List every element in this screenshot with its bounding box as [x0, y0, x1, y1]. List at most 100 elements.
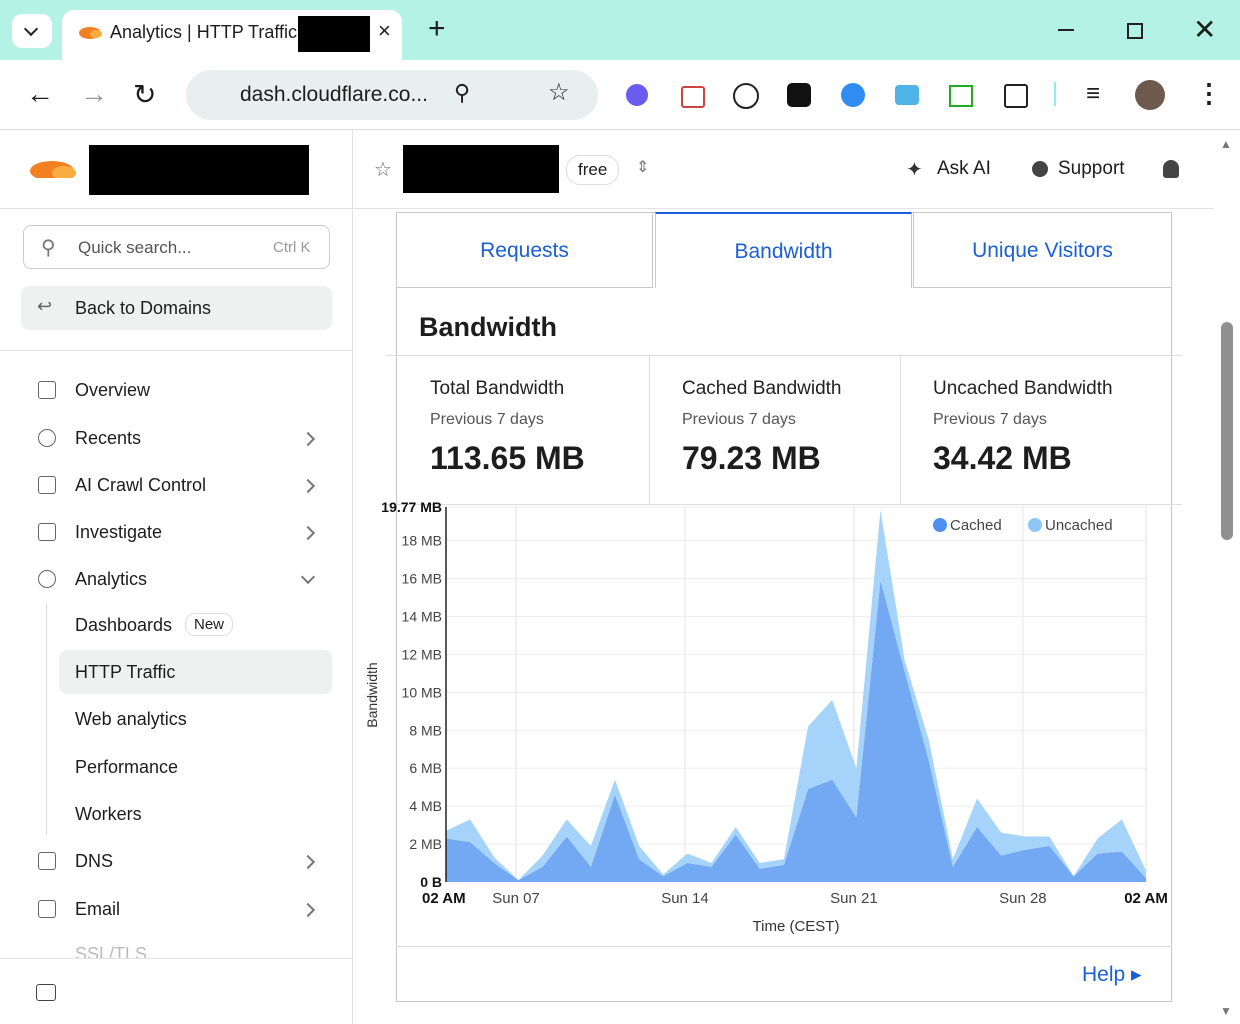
media[interactable]: ≡ — [1086, 80, 1101, 107]
nav-icon — [38, 429, 56, 447]
redaction — [403, 145, 559, 193]
nav-item[interactable]: Performance — [75, 757, 179, 777]
nav-item[interactable]: Overview — [75, 380, 151, 400]
nav-item[interactable]: HTTP Traffic — [75, 662, 176, 682]
x-tick-label: 02 AM — [1124, 890, 1168, 907]
ask-ai[interactable]: Ask AI — [937, 158, 991, 179]
stat-period: Previous 7 days — [933, 411, 1047, 428]
extension[interactable] — [626, 84, 648, 106]
profile[interactable] — [1135, 80, 1165, 110]
switcher[interactable]: ⇕ — [636, 159, 650, 176]
panel-title: Bandwidth — [419, 312, 557, 342]
nav-item[interactable]: Analytics — [75, 569, 148, 589]
forward[interactable]: → — [80, 78, 108, 109]
menu[interactable]: ⋮ — [1196, 78, 1222, 108]
extension[interactable] — [681, 86, 705, 108]
nav-icon — [38, 523, 56, 541]
y-tick-label: 2 MB — [409, 836, 442, 852]
x-tick-label: Sun 28 — [999, 890, 1047, 907]
tab[interactable]: Requests — [396, 212, 653, 288]
extension[interactable] — [895, 85, 919, 105]
nav-item[interactable]: SSL/TLS — [75, 944, 148, 958]
legend-marker — [933, 518, 947, 532]
extensions[interactable] — [1004, 84, 1028, 108]
active-tab[interactable]: Analytics | HTTP Traffic | × — [62, 10, 402, 62]
maximize[interactable] — [1127, 23, 1143, 39]
clip: SSL/TLS — [0, 944, 352, 958]
legend-marker — [1028, 518, 1042, 532]
extension[interactable] — [949, 85, 973, 107]
divider — [353, 208, 1214, 209]
chevron — [300, 854, 316, 870]
tab-close[interactable]: × — [378, 18, 391, 43]
extension[interactable] — [733, 83, 759, 109]
extension[interactable] — [787, 83, 811, 107]
redaction — [298, 16, 370, 52]
chevron — [300, 902, 316, 918]
divider — [386, 504, 1182, 505]
scroll-up[interactable]: ▲ — [1220, 137, 1232, 151]
redaction — [89, 145, 309, 195]
nav-item[interactable]: Email — [75, 899, 121, 919]
divider — [0, 208, 352, 209]
divider — [0, 350, 352, 351]
nav-item[interactable]: AI Crawl Control — [75, 475, 207, 495]
y-tick-label: 6 MB — [409, 760, 442, 776]
nav-item[interactable]: Recents — [75, 428, 142, 448]
nav-item[interactable]: Workers — [75, 804, 142, 824]
url: dash.cloudflare.co... — [240, 83, 428, 106]
new-tab[interactable]: + — [428, 12, 446, 45]
bookmark[interactable]: ☆ — [548, 79, 570, 106]
y-axis-label: Bandwidth — [364, 662, 380, 727]
favorite[interactable]: ☆ — [374, 159, 392, 181]
divider — [396, 946, 1172, 947]
x-tick-label: 02 AM — [422, 890, 466, 907]
tab-title: Analytics | HTTP Traffic | — [110, 22, 307, 42]
search-placeholder: Quick search... — [78, 238, 192, 257]
divider — [0, 129, 1240, 130]
y-tick-label: 16 MB — [402, 571, 442, 587]
address-bar[interactable]: dash.cloudflare.co... ⚲ ☆ — [186, 70, 598, 120]
scroll-down[interactable]: ▼ — [1220, 1004, 1232, 1018]
divider — [386, 355, 1182, 356]
support[interactable]: Support — [1058, 158, 1125, 179]
y-tick-label: 19.77 MB — [381, 499, 442, 515]
y-tick-label: 8 MB — [409, 722, 442, 738]
nav-item[interactable]: DNS — [75, 851, 114, 871]
x-tick-label: Sun 07 — [492, 890, 540, 907]
nav-icon — [38, 900, 56, 918]
y-tick-label: 14 MB — [402, 608, 442, 624]
scrollbar-thumb[interactable] — [1221, 322, 1233, 540]
nav-item[interactable]: Investigate — [75, 522, 163, 542]
extension[interactable] — [841, 83, 865, 107]
help-link[interactable]: Help ▸ — [1082, 963, 1142, 986]
x-tick-label: Sun 14 — [661, 890, 709, 907]
sidebar-border — [352, 130, 353, 1024]
chevron — [300, 569, 316, 585]
separator — [1054, 82, 1056, 106]
stat: Cached Bandwidth Previous 7 days 79.23 MB — [649, 356, 900, 504]
stat-period: Previous 7 days — [430, 411, 544, 428]
nav-item[interactable]: Web analytics — [75, 709, 187, 729]
back-label: Back to Domains — [75, 298, 212, 318]
account[interactable] — [1163, 160, 1179, 178]
nav-icon — [38, 476, 56, 494]
collapse-sidebar[interactable] — [36, 984, 56, 1001]
close[interactable]: ✕ — [1193, 14, 1217, 45]
reload[interactable]: ↻ — [133, 79, 157, 110]
chevron — [300, 431, 316, 447]
search-icon: ⚲ — [41, 237, 56, 259]
zoom[interactable]: ⚲ — [454, 80, 471, 105]
tab-menu[interactable] — [12, 14, 52, 48]
shortcut: Ctrl K — [273, 239, 311, 256]
tab[interactable]: Unique Visitors — [913, 212, 1172, 288]
nav-item[interactable]: Dashboards — [75, 615, 173, 635]
search-box[interactable]: ⚲ Quick search... Ctrl K — [23, 225, 330, 269]
back[interactable]: ← — [26, 78, 54, 109]
tab-active[interactable]: Bandwidth — [655, 212, 912, 288]
back-to-domains[interactable]: ↩ Back to Domains — [21, 286, 332, 330]
favicon — [79, 27, 102, 39]
minimize[interactable] — [1058, 29, 1074, 31]
stat: Uncached Bandwidth Previous 7 days 34.42 M… — [900, 356, 1151, 504]
logo — [24, 161, 78, 182]
